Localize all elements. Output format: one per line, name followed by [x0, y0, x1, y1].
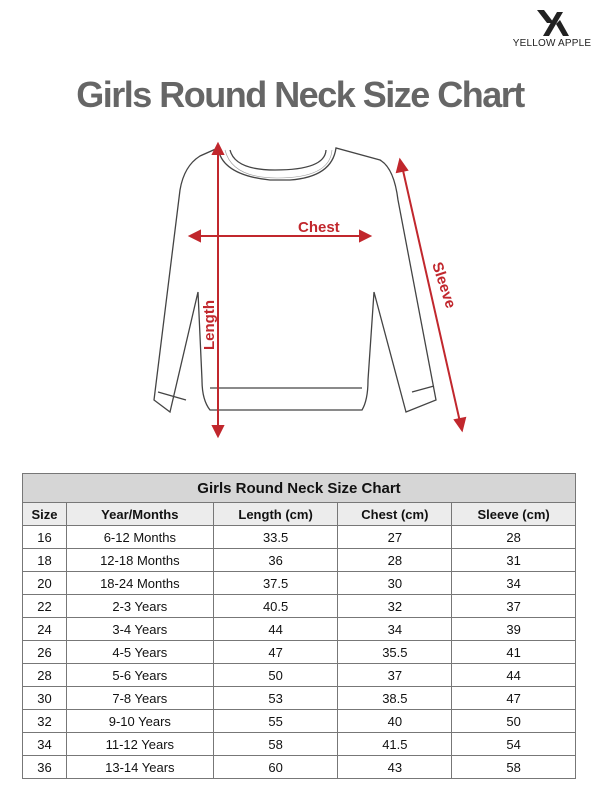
- column-header: Chest (cm): [337, 502, 453, 526]
- table-cell: 47: [451, 686, 576, 710]
- neckline: [229, 149, 327, 171]
- table-cell: 35.5: [337, 640, 453, 664]
- size-chart-table: Girls Round Neck Size Chart Size Year/Mon…: [22, 473, 576, 779]
- table-cell: 54: [451, 732, 576, 756]
- table-cell: 30: [22, 686, 67, 710]
- table-cell: 28: [22, 663, 67, 687]
- table-cell: 28: [337, 548, 453, 572]
- table-cell: 32: [22, 709, 67, 733]
- table-cell: 7-8 Years: [65, 686, 214, 710]
- table-cell: 16: [22, 525, 67, 549]
- table-row: 24 3-4 Years 44 34 39: [22, 617, 576, 641]
- table-cell: 55: [212, 709, 339, 733]
- table-cell: 34: [22, 732, 67, 756]
- table-cell: 13-14 Years: [65, 755, 214, 779]
- table-cell: 4-5 Years: [65, 640, 214, 664]
- table-cell: 22: [22, 594, 67, 618]
- table-cell: 58: [212, 732, 339, 756]
- table-cell: 31: [451, 548, 576, 572]
- table-cell: 32: [337, 594, 453, 618]
- table-cell: 27: [337, 525, 453, 549]
- table-cell: 37: [337, 663, 453, 687]
- table-header-row: Size Year/Months Length (cm) Chest (cm) Slee…: [22, 502, 576, 526]
- table-cell: 39: [451, 617, 576, 641]
- column-header: Length (cm): [212, 502, 339, 526]
- table-cell: 20: [22, 571, 67, 595]
- measure-arrows: [187, 141, 467, 439]
- table-cell: 44: [451, 663, 576, 687]
- sleeve-arrow: [401, 165, 461, 423]
- table-row: 32 9-10 Years 55 40 50: [22, 709, 576, 733]
- chest-label: Chest: [298, 219, 340, 236]
- yellow-apple-logo-icon: [537, 10, 569, 36]
- table-cell: 60: [212, 755, 339, 779]
- table-row: 28 5-6 Years 50 37 44: [22, 663, 576, 687]
- table-row: 20 18-24 Months 37.5 30 34: [22, 571, 576, 595]
- table-cell: 40.5: [212, 594, 339, 618]
- column-header: Size: [22, 502, 67, 526]
- table-caption: Girls Round Neck Size Chart: [22, 473, 576, 503]
- table-row: 18 12-18 Months 36 28 31: [22, 548, 576, 572]
- table-cell: 37.5: [212, 571, 339, 595]
- table-cell: 5-6 Years: [65, 663, 214, 687]
- brand-name: YELLOW APPLE: [512, 38, 592, 49]
- table-cell: 41: [451, 640, 576, 664]
- table-cell: 50: [451, 709, 576, 733]
- table-cell: 38.5: [337, 686, 453, 710]
- table-cell: 33.5: [212, 525, 339, 549]
- table-row: 36 13-14 Years 60 43 58: [22, 755, 576, 779]
- table-cell: 24: [22, 617, 67, 641]
- table-cell: 47: [212, 640, 339, 664]
- table-cell: 36: [22, 755, 67, 779]
- brand-logo: YELLOW APPLE: [512, 10, 592, 49]
- table-row: 16 6-12 Months 33.5 27 28: [22, 525, 576, 549]
- table-row: 30 7-8 Years 53 38.5 47: [22, 686, 576, 710]
- table-cell: 44: [212, 617, 339, 641]
- table-cell: 37: [451, 594, 576, 618]
- table-row: 22 2-3 Years 40.5 32 37: [22, 594, 576, 618]
- table-cell: 36: [212, 548, 339, 572]
- length-label: Length: [201, 300, 218, 350]
- table-cell: 30: [337, 571, 453, 595]
- sweater-outline: [153, 147, 437, 414]
- table-cell: 12-18 Months: [65, 548, 214, 572]
- table-cell: 6-12 Months: [65, 525, 214, 549]
- page-title: Girls Round Neck Size Chart: [76, 74, 525, 115]
- table-cell: 53: [212, 686, 339, 710]
- table-cell: 58: [451, 755, 576, 779]
- table-row: 26 4-5 Years 47 35.5 41: [22, 640, 576, 664]
- column-header: Year/Months: [65, 502, 214, 526]
- table-row: 34 11-12 Years 58 41.5 54: [22, 732, 576, 756]
- table-cell: 40: [337, 709, 453, 733]
- column-header: Sleeve (cm): [451, 502, 576, 526]
- sweater-diagram: Chest Length Sleeve: [153, 141, 467, 439]
- table-cell: 18: [22, 548, 67, 572]
- table-cell: 34: [451, 571, 576, 595]
- table-cell: 2-3 Years: [65, 594, 214, 618]
- table-cell: 9-10 Years: [65, 709, 214, 733]
- table-cell: 11-12 Years: [65, 732, 214, 756]
- table-cell: 50: [212, 663, 339, 687]
- table-cell: 41.5: [337, 732, 453, 756]
- table-cell: 18-24 Months: [65, 571, 214, 595]
- table-cell: 34: [337, 617, 453, 641]
- table-cell: 26: [22, 640, 67, 664]
- table-cell: 43: [337, 755, 453, 779]
- table-cell: 3-4 Years: [65, 617, 214, 641]
- table-cell: 28: [451, 525, 576, 549]
